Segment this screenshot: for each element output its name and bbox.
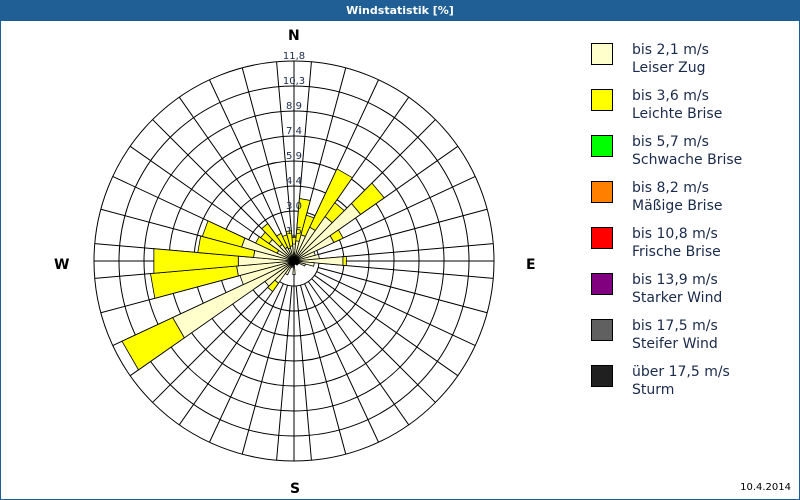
svg-text:1,5: 1,5 [286,226,302,237]
compass-south-label: S [290,481,301,497]
legend-label: Leiser Zug [632,60,706,76]
legend-range: bis 5,7 m/s [632,134,709,150]
legend-swatch [591,43,613,65]
legend-label: Sturm [632,382,675,398]
svg-text:10,3: 10,3 [283,76,305,87]
legend-label: Schwache Brise [632,152,743,168]
legend-swatch [591,365,613,387]
legend-swatch [591,181,613,203]
compass-north-label: N [288,28,300,44]
svg-text:4,4: 4,4 [286,176,302,187]
date-stamp: 10.4.2014 [740,482,791,493]
legend-label: Starker Wind [632,290,723,306]
legend-swatch [591,89,613,111]
legend-label: Leichte Brise [632,106,723,122]
compass-east-label: E [526,257,536,273]
svg-text:7,4: 7,4 [286,126,302,137]
legend-range: bis 17,5 m/s [632,318,718,334]
legend-range: bis 3,6 m/s [632,88,709,104]
legend-range: bis 2,1 m/s [632,42,709,58]
legend-range: bis 10,8 m/s [632,226,718,242]
compass-west-label: W [54,257,70,273]
svg-text:11,8: 11,8 [283,51,305,62]
legend-label: Mäßige Brise [632,198,723,214]
legend-range: über 17,5 m/s [632,364,730,380]
legend-label: Frische Brise [632,244,721,260]
window-title: Windstatistik [%] [1,1,799,21]
wind-rose-chart: 1,5 3,0 4,4 5,9 7,4 8,9 10,3 11,8 [93,51,495,462]
svg-text:3,0: 3,0 [286,201,302,212]
svg-text:5,9: 5,9 [286,151,302,162]
legend-swatch [591,227,613,249]
legend-range: bis 13,9 m/s [632,272,718,288]
legend-range: bis 8,2 m/s [632,180,709,196]
svg-text:8,9: 8,9 [286,101,302,112]
legend-swatch [591,273,613,295]
legend-swatch [591,135,613,157]
legend-label: Steifer Wind [632,336,718,352]
legend-swatch [591,319,613,341]
